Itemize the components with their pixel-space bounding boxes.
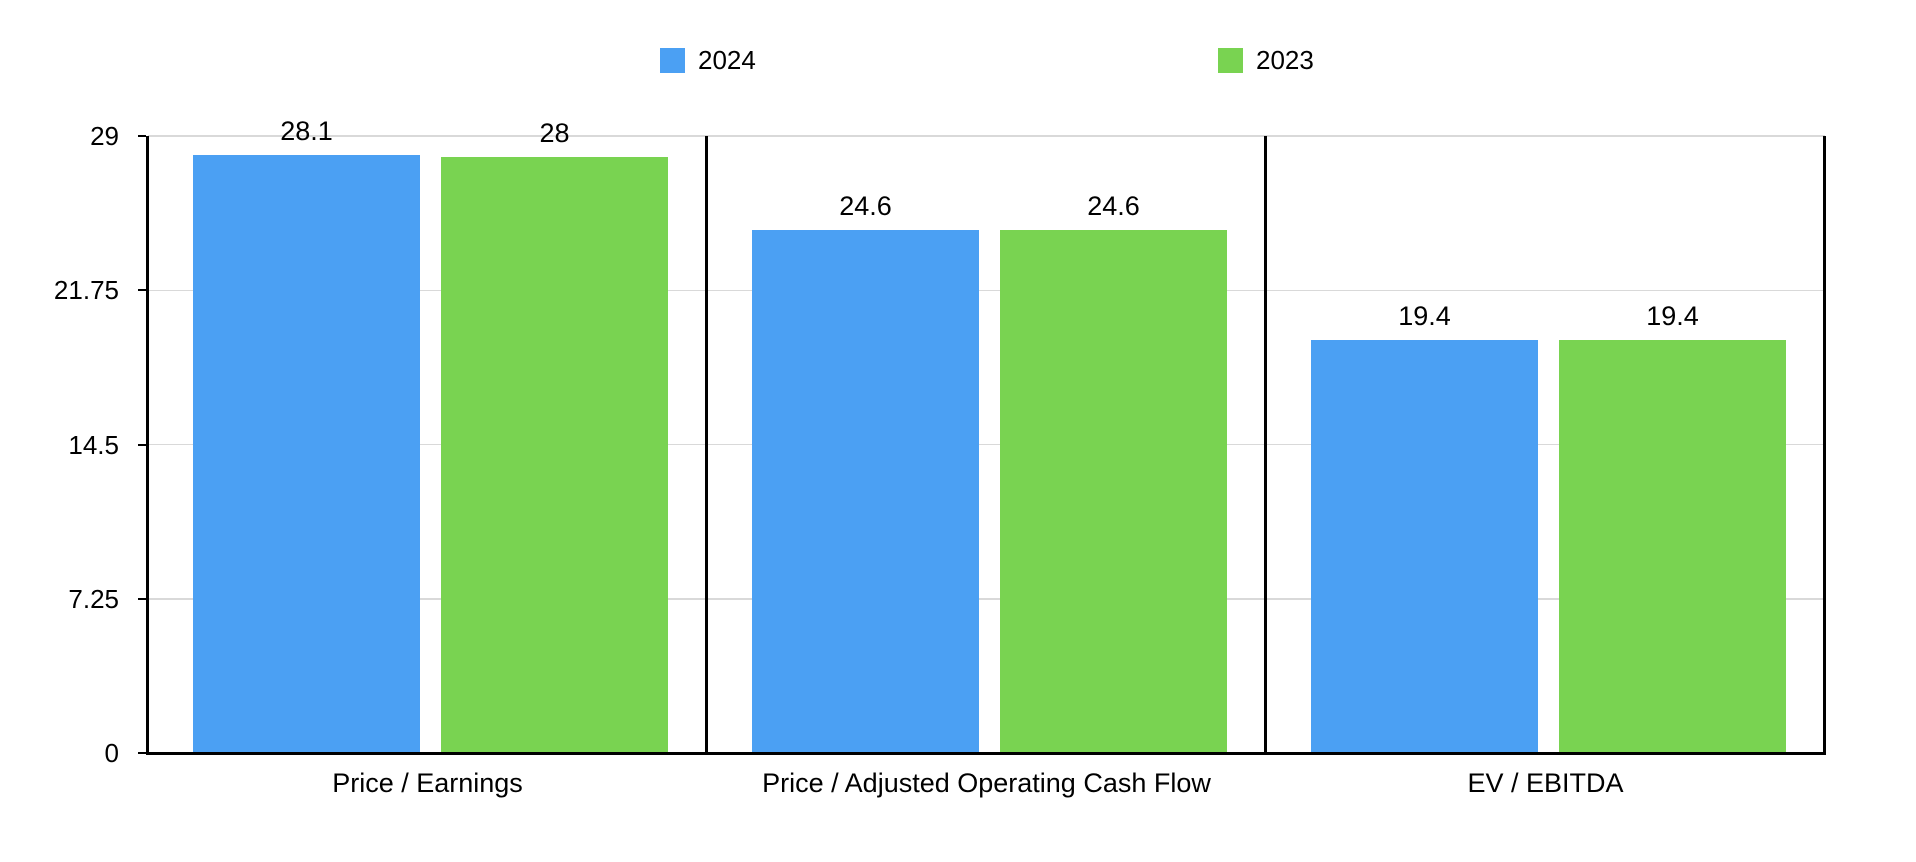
bar-2024: [1311, 340, 1538, 753]
panel-divider: [705, 136, 708, 753]
y-axis-tick: [138, 752, 146, 754]
bar-value-label: 19.4: [1646, 301, 1699, 332]
y-axis-label: 7.25: [68, 583, 119, 614]
y-axis-label: 21.75: [53, 275, 119, 306]
bar-value-label: 24.6: [839, 190, 892, 221]
y-axis-label: 14.5: [68, 429, 119, 460]
gridline: [148, 443, 1825, 446]
bar-2023: [441, 157, 668, 753]
legend-label: 2024: [698, 45, 756, 75]
chart-legend-item-2023: 2023: [1218, 47, 1314, 73]
y-axis-tick: [138, 597, 146, 600]
y-axis-tick: [138, 443, 146, 446]
bar-2023: [1559, 340, 1786, 753]
bar-value-label: 28.1: [280, 116, 333, 147]
y-axis-tick: [138, 135, 146, 137]
legend-label: 2023: [1256, 45, 1314, 75]
gridline: [148, 135, 1825, 137]
gridline: [148, 598, 1825, 600]
panel-divider: [1264, 136, 1267, 753]
bar-2024: [752, 229, 979, 753]
bar-2024: [193, 155, 420, 753]
y-axis-line: [146, 136, 149, 753]
x-axis-line: [146, 752, 1826, 755]
bar-value-label: 28: [539, 118, 570, 149]
category-label: Price / Earnings: [332, 768, 523, 798]
bar-2023: [1000, 229, 1227, 753]
bar-value-label: 19.4: [1398, 301, 1451, 332]
chart-legend-item-2024: 2024: [660, 47, 756, 73]
bar-value-label: 24.6: [1087, 190, 1140, 221]
legend-swatch-2023: [1218, 47, 1243, 73]
gridline: [148, 289, 1825, 291]
panel-divider: [1823, 136, 1826, 753]
legend-swatch-2024: [660, 47, 685, 73]
y-axis-tick: [138, 289, 146, 292]
category-label: Price / Adjusted Operating Cash Flow: [762, 768, 1211, 798]
y-axis-label: 29: [90, 121, 119, 151]
y-axis-label: 0: [104, 738, 119, 768]
category-label: EV / EBITDA: [1467, 768, 1624, 798]
